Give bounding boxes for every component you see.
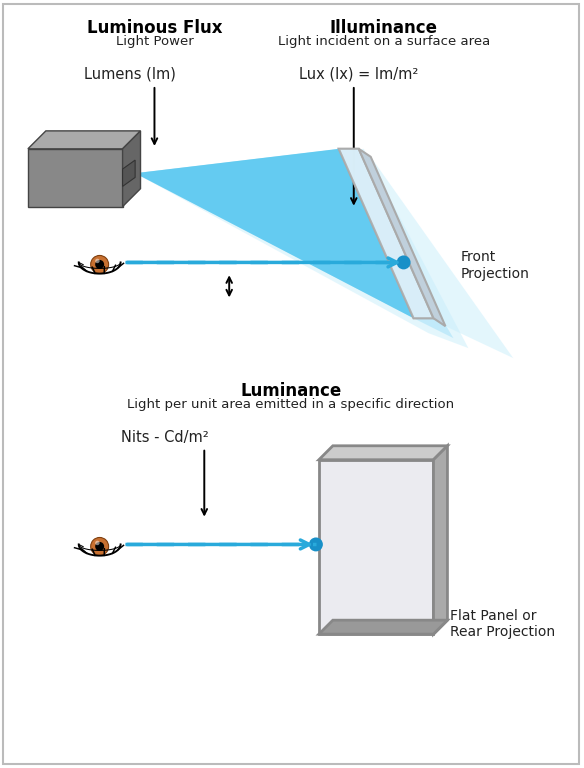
Circle shape	[309, 538, 323, 551]
Text: Light incident on a surface area: Light incident on a surface area	[277, 35, 490, 48]
Text: Luminous Flux: Luminous Flux	[86, 19, 223, 38]
Polygon shape	[135, 149, 413, 318]
Text: Lux (lx) = lm/m²: Lux (lx) = lm/m²	[299, 66, 419, 81]
Text: Front
Projection: Front Projection	[460, 250, 529, 280]
Polygon shape	[79, 545, 120, 556]
Polygon shape	[319, 445, 447, 460]
FancyBboxPatch shape	[3, 5, 579, 763]
Text: Luminance: Luminance	[241, 382, 342, 400]
Text: Light Power: Light Power	[116, 35, 193, 48]
Text: Flat Panel or
Rear Projection: Flat Panel or Rear Projection	[450, 609, 555, 639]
Polygon shape	[123, 131, 141, 207]
Circle shape	[95, 541, 100, 545]
Polygon shape	[28, 131, 141, 149]
Circle shape	[91, 256, 109, 273]
Polygon shape	[359, 149, 513, 358]
Text: Light per unit area emitted in a specific direction: Light per unit area emitted in a specifi…	[127, 398, 454, 411]
Polygon shape	[339, 149, 433, 318]
Polygon shape	[359, 149, 446, 326]
Text: Nits - Cd/m²: Nits - Cd/m²	[120, 430, 208, 445]
Polygon shape	[433, 445, 447, 634]
Polygon shape	[28, 149, 123, 207]
Circle shape	[397, 256, 411, 270]
Circle shape	[91, 538, 109, 555]
Text: Lumens (lm): Lumens (lm)	[84, 66, 175, 81]
Polygon shape	[339, 149, 433, 318]
Polygon shape	[135, 149, 453, 338]
Circle shape	[95, 260, 104, 269]
Polygon shape	[135, 149, 468, 348]
Polygon shape	[123, 160, 135, 187]
Polygon shape	[319, 460, 433, 634]
Polygon shape	[339, 149, 433, 318]
Polygon shape	[79, 263, 120, 273]
Circle shape	[95, 542, 104, 551]
Circle shape	[95, 259, 100, 263]
Text: Illuminance: Illuminance	[329, 19, 437, 38]
Polygon shape	[319, 621, 447, 634]
